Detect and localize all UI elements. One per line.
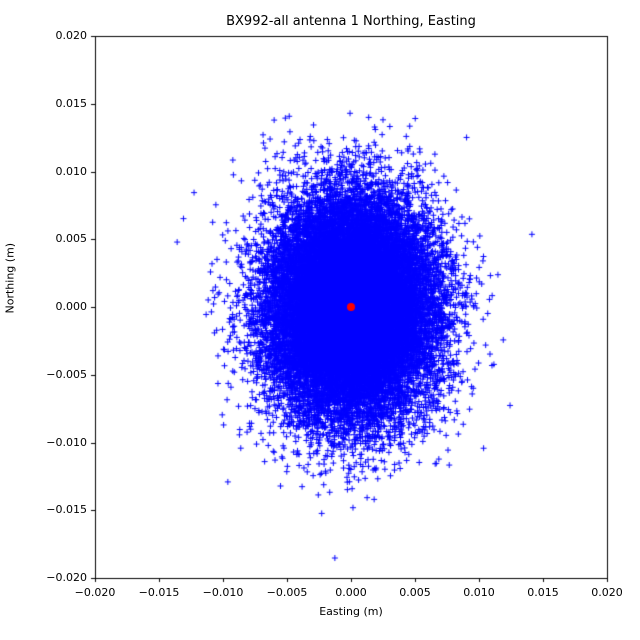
x-tick-label: 0.015 <box>527 586 559 599</box>
y-tick-label: 0.000 <box>55 300 88 313</box>
x-tick-label: 0.005 <box>399 586 431 599</box>
y-tick-label: −0.005 <box>46 367 87 381</box>
y-tick-label: −0.015 <box>46 503 87 517</box>
y-tick-label: −0.020 <box>46 571 87 584</box>
x-tick-label: −0.010 <box>202 586 244 599</box>
x-tick-label: −0.020 <box>74 586 116 599</box>
x-tick-label: 0.020 <box>591 586 623 599</box>
y-tick-label: 0.005 <box>55 232 88 246</box>
x-axis-label: Easting (m) <box>319 605 383 618</box>
y-tick-label: 0.020 <box>55 29 88 42</box>
x-tick-label: −0.015 <box>138 586 180 599</box>
y-axis-label: Northing (m) <box>3 242 17 314</box>
chart-title: BX992-all antenna 1 Northing, Easting <box>226 14 476 29</box>
y-tick-label: −0.010 <box>46 435 87 449</box>
x-tick-label: 0.000 <box>335 586 367 599</box>
x-tick-label: 0.010 <box>463 586 495 599</box>
y-tick-label: 0.010 <box>55 164 88 178</box>
y-tick-label: 0.015 <box>55 96 88 110</box>
x-tick-label: −0.005 <box>266 586 308 599</box>
